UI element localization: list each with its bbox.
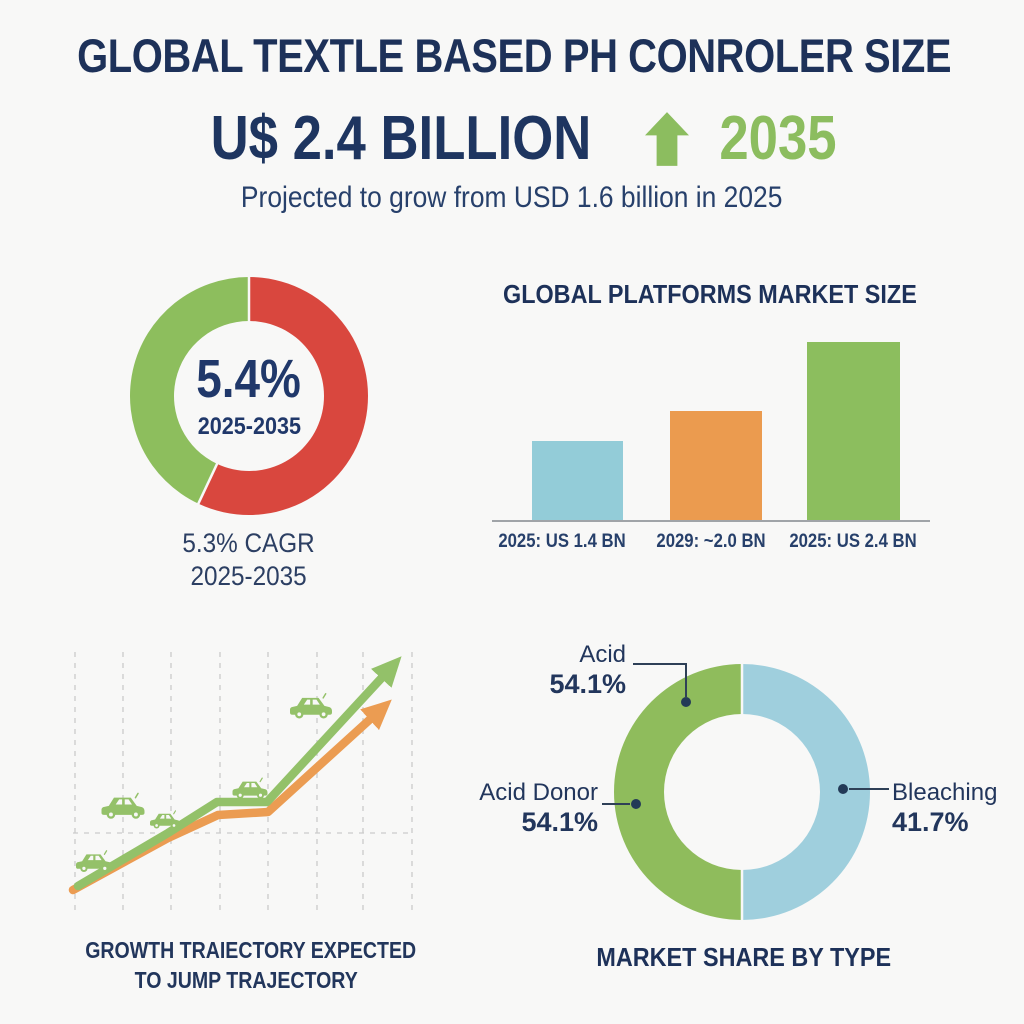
bar-label-2035: 2025: US 2.4 BN xyxy=(789,531,917,552)
callout-bleaching-value: 41.7% xyxy=(892,806,969,837)
donut-segment xyxy=(614,664,742,920)
headline-subtitle: Projected to grow from USD 1.6 billion i… xyxy=(241,181,783,214)
grid-lines xyxy=(73,652,413,910)
callout-bleaching: Bleaching 41.7% xyxy=(892,779,997,838)
cagr-donut-chart xyxy=(130,277,368,515)
market-share-donut-chart xyxy=(614,663,870,921)
market-share-caption: MARKET SHARE BY TYPE xyxy=(596,942,892,972)
callout-acid-donor-name: Acid Donor xyxy=(479,779,598,806)
callout-acid-name: Acid xyxy=(579,641,626,668)
donut-segment xyxy=(130,277,249,504)
car-icon xyxy=(75,850,113,873)
headline-row: U$ 2.4 BILLION 2035 xyxy=(0,103,1024,174)
green-trend-line xyxy=(73,656,402,891)
growth-trajectory-chart xyxy=(68,652,413,910)
growth-chart-caption: GROWTH TRAIECTORY EXPECTED TO JUMP TRAJE… xyxy=(85,937,417,993)
headline-value: U$ 2.4 BILLION xyxy=(210,104,592,173)
callout-acid-donor: Acid Donor 54.1% xyxy=(479,779,598,838)
bar-label-2025: 2025: US 1.4 BN xyxy=(498,531,626,552)
donut-segment xyxy=(742,664,870,920)
bar xyxy=(532,441,623,520)
bar-label-2029: 2029: ~2.0 BN xyxy=(656,531,766,552)
bar xyxy=(670,411,762,520)
callout-bleaching-name: Bleaching xyxy=(892,779,998,806)
callout-acid-value: 54.1% xyxy=(549,668,626,699)
up-arrow-icon xyxy=(644,111,689,166)
callout-acid: Acid 54.1% xyxy=(549,641,626,700)
page-title-text: GLOBAL TEXTLE BASED PH CONROLER SIZE xyxy=(77,29,952,82)
cagr-center-period: 2025-2035 xyxy=(197,413,301,440)
car-icon xyxy=(149,810,181,830)
car-icon xyxy=(289,692,333,720)
bar-chart xyxy=(492,342,930,522)
bar-chart-title: GLOBAL PLATFORMS MARKET SIZE xyxy=(503,279,917,309)
car-icon xyxy=(231,777,269,800)
callout-acid-donor-value: 54.1% xyxy=(521,806,598,837)
page-title: GLOBAL TEXTLE BASED PH CONROLER SIZE xyxy=(0,28,1024,83)
bar xyxy=(807,342,900,520)
cagr-caption: 5.3% CAGR 2025-2035 xyxy=(182,528,316,591)
donut-segment xyxy=(198,277,368,515)
cagr-center-value: 5.4% xyxy=(196,349,302,409)
headline-year: 2035 xyxy=(719,104,837,173)
